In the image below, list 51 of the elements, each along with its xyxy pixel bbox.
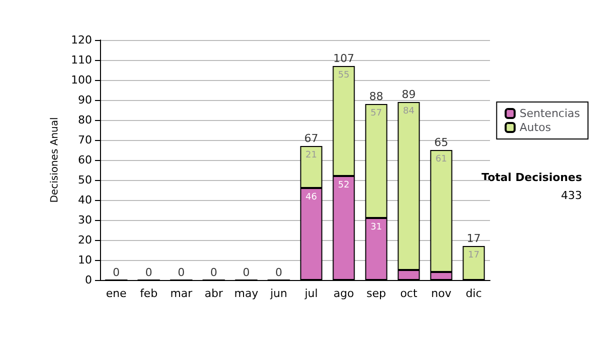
y-tick-label: 70 (78, 134, 92, 146)
total-label: 0 (242, 266, 250, 279)
x-tick-label: may (234, 287, 259, 300)
x-tick-label: abr (204, 287, 224, 300)
x-tick-label: nov (431, 287, 452, 300)
total-label: 0 (210, 266, 218, 279)
y-tick-label: 10 (78, 254, 92, 266)
data-label: 55 (338, 70, 350, 80)
x-tick-label: jul (304, 287, 318, 300)
data-label: 61 (436, 154, 447, 164)
y-tick-label: 110 (71, 54, 92, 66)
total-label: 0 (112, 266, 120, 279)
data-label: 31 (370, 222, 382, 232)
x-tick-label: oct (400, 287, 418, 300)
x-tick-label: dic (466, 287, 482, 300)
x-tick-label: sep (366, 287, 386, 300)
total-label: 89 (402, 88, 416, 101)
total-label: 0 (145, 266, 152, 279)
legend-label: Sentencias (520, 107, 580, 120)
y-tick-label: 40 (78, 194, 92, 206)
x-tick-label: jun (269, 287, 288, 300)
data-label: 57 (370, 108, 382, 118)
y-tick-label: 100 (71, 74, 92, 86)
x-tick-label: ago (334, 287, 354, 300)
y-tick-label: 20 (78, 234, 92, 246)
y-tick-label: 30 (78, 214, 92, 226)
total-label: 67 (304, 132, 318, 145)
total-label: 107 (333, 52, 354, 65)
y-tick-label: 90 (78, 94, 92, 106)
data-label: 21 (306, 150, 317, 160)
x-tick-label: ene (106, 287, 127, 300)
data-label: 46 (306, 192, 318, 202)
annotation: Total Decisiones (482, 171, 582, 184)
total-label: 17 (466, 232, 481, 245)
y-tick-label: 50 (78, 174, 92, 186)
y-tick-label: 80 (78, 114, 92, 126)
data-label: 52 (338, 180, 350, 190)
total-label: 0 (178, 266, 185, 279)
total-label: 0 (275, 266, 282, 279)
y-tick-label: 0 (85, 274, 92, 286)
x-tick-label: feb (140, 287, 158, 300)
legend-label: Autos (520, 121, 552, 134)
data-label: 17 (468, 250, 480, 260)
total-label: 88 (369, 90, 384, 103)
data-label: 84 (403, 106, 415, 116)
y-tick-label: 120 (71, 34, 92, 46)
x-tick-label: mar (170, 287, 193, 300)
total-label: 65 (434, 136, 448, 149)
y-axis-title: Decisiones Anual (50, 117, 61, 203)
y-tick-label: 60 (78, 154, 92, 166)
text: 433 (561, 189, 582, 202)
